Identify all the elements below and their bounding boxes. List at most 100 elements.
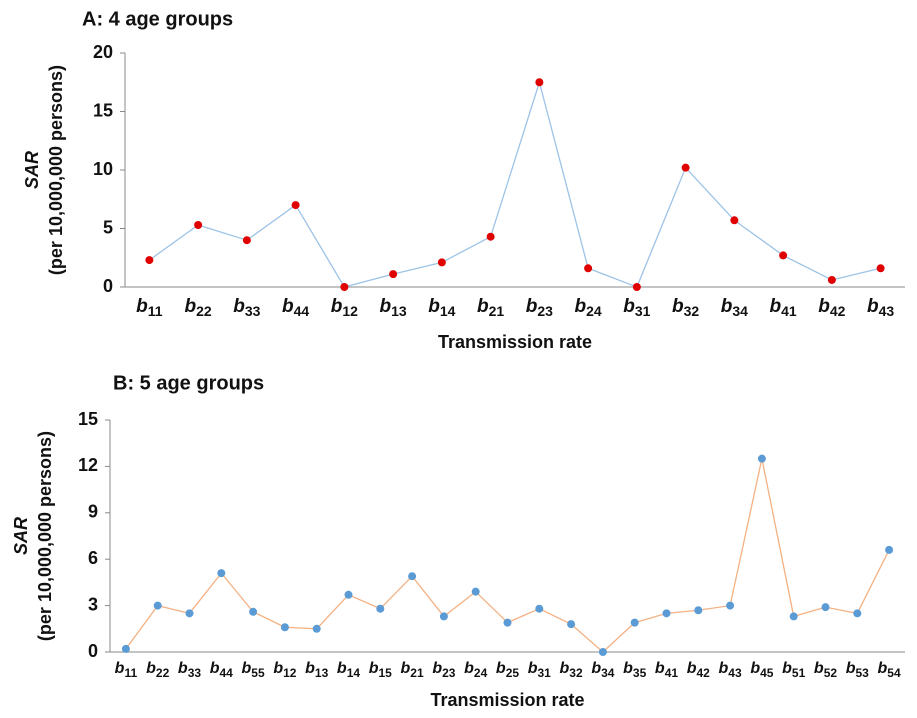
y-tick-label: 9 — [88, 502, 98, 522]
data-line — [148, 79, 881, 288]
x-tick-label: b41 — [770, 296, 797, 319]
data-point — [757, 454, 766, 463]
x-tick-label: b31 — [528, 660, 551, 680]
y-tick-label: 0 — [103, 276, 113, 296]
x-tick-label: b15 — [369, 660, 392, 680]
x-tick-label: b55 — [242, 660, 265, 680]
x-tick-label: b42 — [818, 296, 845, 319]
data-point — [779, 251, 788, 260]
x-tick-label: b12 — [273, 660, 296, 680]
x-tick-label: b24 — [464, 660, 487, 680]
chart-title: A: 4 age groups — [82, 8, 233, 30]
x-tick-label: b43 — [719, 660, 742, 680]
data-point — [153, 601, 162, 610]
x-tick-label: b14 — [337, 660, 360, 680]
data-point — [853, 609, 862, 618]
x-tick-label: b41 — [655, 660, 678, 680]
data-point — [471, 587, 480, 596]
x-tick-label: b34 — [721, 296, 748, 319]
x-tick-label: b22 — [185, 296, 212, 319]
data-point — [121, 644, 130, 653]
x-tick-label: b53 — [846, 660, 869, 680]
x-tick-label: b34 — [591, 660, 614, 680]
data-point — [567, 620, 576, 629]
y-tick-label: 0 — [88, 641, 98, 661]
x-tick-label: b11 — [115, 660, 138, 680]
data-point — [681, 163, 690, 172]
data-point — [376, 604, 385, 613]
x-tick-label: b44 — [282, 296, 309, 319]
x-tick-label: b42 — [687, 660, 710, 680]
x-tick-label: b44 — [210, 660, 233, 680]
x-axis-label: Transmission rate — [430, 690, 584, 710]
data-point — [730, 216, 739, 225]
data-point — [726, 601, 735, 610]
data-point — [185, 609, 194, 618]
y-axis-label: SAR — [22, 151, 42, 189]
data-point — [821, 603, 830, 612]
x-tick-label: b24 — [575, 296, 602, 319]
y-tick-label: 10 — [93, 159, 113, 179]
data-point — [876, 264, 885, 273]
data-point — [194, 220, 203, 229]
y-axis-label: SAR — [11, 517, 31, 555]
data-point — [439, 612, 448, 621]
chart-title: B: 5 age groups — [113, 372, 264, 394]
data-point — [291, 201, 300, 210]
y-tick-label: 3 — [88, 594, 98, 614]
y-tick-label: 15 — [78, 409, 98, 429]
data-point — [584, 264, 593, 273]
data-point — [827, 275, 836, 284]
y-tick-label: 5 — [103, 217, 113, 237]
y-tick-label: 6 — [88, 548, 98, 568]
data-point — [632, 283, 641, 291]
data-point — [662, 609, 671, 618]
data-point — [598, 648, 607, 656]
data-point — [437, 258, 446, 267]
data-point — [280, 623, 289, 632]
x-tick-label: b51 — [782, 660, 805, 680]
x-axis-label: Transmission rate — [438, 332, 592, 352]
x-tick-label: b13 — [305, 660, 328, 680]
x-tick-label: b11 — [136, 296, 163, 319]
y-tick-label: 15 — [93, 100, 113, 120]
y-tick-label: 20 — [93, 42, 113, 62]
data-point — [535, 604, 544, 613]
x-tick-label: b32 — [672, 296, 699, 319]
y-tick-label: 12 — [78, 455, 98, 475]
data-point — [312, 624, 321, 633]
x-tick-label: b52 — [814, 660, 837, 680]
data-point — [389, 270, 398, 279]
x-tick-label: b14 — [428, 296, 455, 319]
x-tick-label: b23 — [526, 296, 553, 319]
y-axis-label: (per 10,000,000 persons) — [35, 431, 55, 641]
x-tick-label: b13 — [380, 296, 407, 319]
x-tick-label: b31 — [623, 296, 650, 319]
data-point — [535, 78, 544, 87]
data-point — [340, 283, 349, 291]
x-tick-label: b25 — [496, 660, 519, 680]
x-tick-label: b33 — [178, 660, 201, 680]
x-tick-label: b21 — [477, 296, 504, 319]
data-point — [249, 607, 258, 616]
data-point — [145, 256, 154, 265]
data-point — [503, 618, 512, 627]
x-tick-label: b54 — [878, 660, 901, 680]
x-tick-label: b35 — [623, 660, 646, 680]
x-tick-label: b32 — [560, 660, 583, 680]
data-point — [630, 618, 639, 627]
y-axis-label: (per 10,000,000 persons) — [46, 65, 66, 275]
x-tick-label: b43 — [867, 296, 894, 319]
x-tick-label: b23 — [432, 660, 455, 680]
x-tick-label: b33 — [233, 296, 260, 319]
data-point — [694, 606, 703, 615]
data-point — [789, 612, 798, 621]
x-tick-label: b22 — [146, 660, 169, 680]
data-point — [885, 545, 894, 554]
data-point — [242, 236, 251, 245]
x-tick-label: b45 — [750, 660, 773, 680]
x-tick-label: b21 — [401, 660, 424, 680]
data-point — [217, 569, 226, 578]
x-tick-label: b12 — [331, 296, 358, 319]
